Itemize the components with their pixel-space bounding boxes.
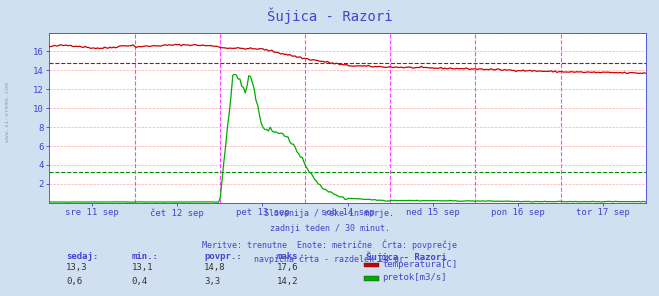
Text: zadnji teden / 30 minut.: zadnji teden / 30 minut.	[270, 224, 389, 233]
Text: 3,3: 3,3	[204, 277, 220, 286]
Text: 0,6: 0,6	[66, 277, 82, 286]
Text: www.si-vreme.com: www.si-vreme.com	[5, 83, 11, 142]
Text: Šujica - Razori: Šujica - Razori	[267, 7, 392, 24]
Text: 14,8: 14,8	[204, 263, 226, 272]
Text: temperatura[C]: temperatura[C]	[382, 260, 457, 268]
Text: pretok[m3/s]: pretok[m3/s]	[382, 273, 447, 282]
Text: Slovenija / reke in morje.: Slovenija / reke in morje.	[264, 209, 395, 218]
Text: Šujica - Razori: Šujica - Razori	[366, 252, 446, 262]
Text: maks.:: maks.:	[277, 252, 309, 260]
Text: 14,2: 14,2	[277, 277, 299, 286]
Text: 13,1: 13,1	[132, 263, 154, 272]
Text: povpr.:: povpr.:	[204, 252, 242, 260]
Text: min.:: min.:	[132, 252, 159, 260]
Text: navpična črta - razdelek 24 ur: navpična črta - razdelek 24 ur	[254, 255, 405, 264]
Text: sedaj:: sedaj:	[66, 252, 98, 260]
Text: 0,4: 0,4	[132, 277, 148, 286]
Text: 13,3: 13,3	[66, 263, 88, 272]
Text: 17,6: 17,6	[277, 263, 299, 272]
Text: Meritve: trenutne  Enote: metrične  Črta: povprečje: Meritve: trenutne Enote: metrične Črta: …	[202, 239, 457, 250]
